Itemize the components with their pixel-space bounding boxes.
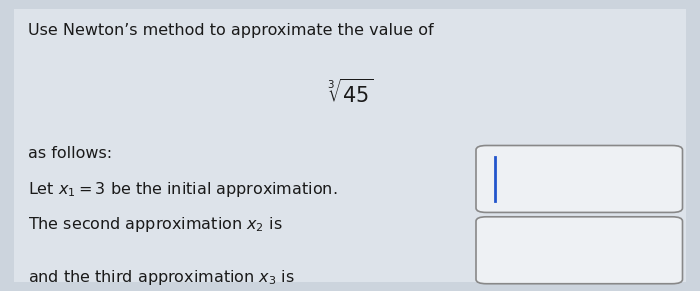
FancyBboxPatch shape (476, 146, 682, 212)
Text: as follows:: as follows: (28, 146, 112, 161)
FancyBboxPatch shape (476, 217, 682, 284)
Text: Let $x_1 = 3$ be the initial approximation.: Let $x_1 = 3$ be the initial approximati… (28, 180, 337, 199)
Text: The second approximation $x_2$ is: The second approximation $x_2$ is (28, 215, 283, 234)
Text: $\sqrt[3]{45}$: $\sqrt[3]{45}$ (327, 79, 373, 107)
Text: Use Newton’s method to approximate the value of: Use Newton’s method to approximate the v… (28, 23, 433, 38)
Text: and the third approximation $x_3$ is: and the third approximation $x_3$ is (28, 268, 295, 287)
